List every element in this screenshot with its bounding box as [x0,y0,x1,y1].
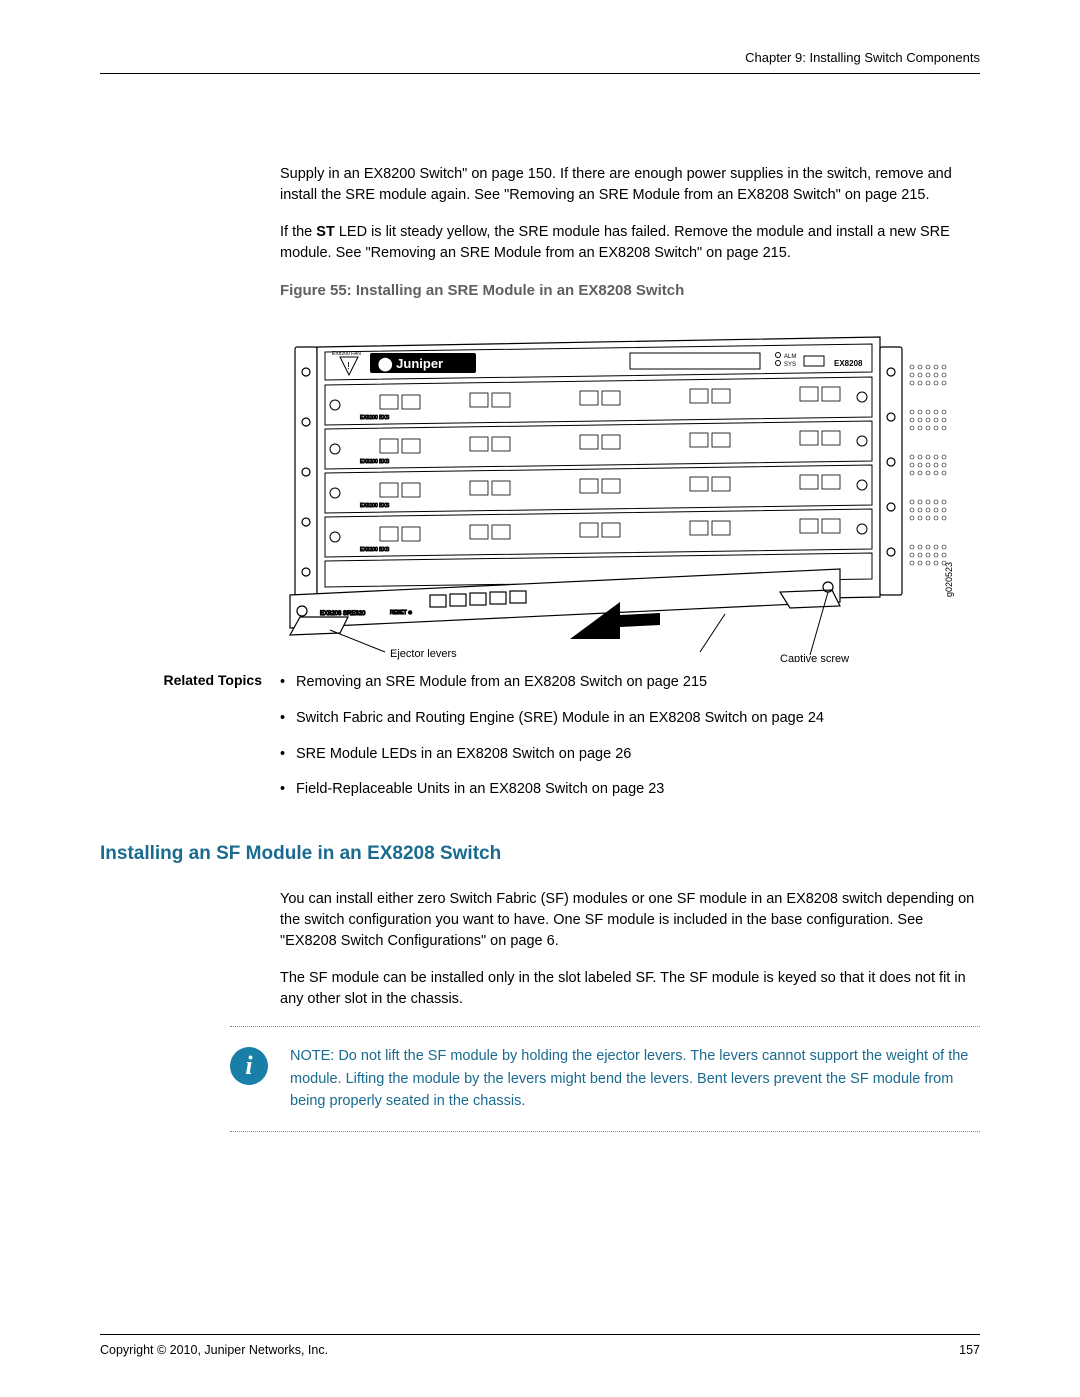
content-column: Supply in an EX8200 Switch" on page 150.… [280,164,980,662]
related-topics-list: Removing an SRE Module from an EX8208 Sw… [280,672,980,815]
chapter-label: Chapter 9: Installing Switch Components [745,50,980,65]
figure-diagram: EX8200 FAN ! ⬤ Juniper ALM SYS EX8208 EX… [280,317,980,662]
copyright: Copyright © 2010, Juniper Networks, Inc. [100,1343,328,1357]
info-icon: i [230,1047,268,1085]
related-topics-label: Related Topics [100,672,280,815]
paragraph: Supply in an EX8200 Switch" on page 150.… [280,164,980,206]
figure-code: g020523 [944,562,954,597]
text: If the [280,224,316,240]
related-item: SRE Module LEDs in an EX8208 Switch on p… [280,744,980,766]
page-header: Chapter 9: Installing Switch Components [100,50,980,74]
led-name: ST [316,224,335,240]
section-body: You can install either zero Switch Fabri… [280,889,980,1010]
svg-text:ALM: ALM [784,354,796,360]
model-label: EX8208 [834,359,863,368]
related-item: Removing an SRE Module from an EX8208 Sw… [280,672,980,694]
paragraph: You can install either zero Switch Fabri… [280,889,980,952]
page-number: 157 [959,1343,980,1357]
text: LED is lit steady yellow, the SRE module… [280,224,950,261]
note-block: i NOTE: Do not lift the SF module by hol… [230,1026,980,1131]
fan-label: EX8200 FAN [332,351,361,357]
figure-caption: Figure 55: Installing an SRE Module in a… [280,282,980,299]
callout-ejector: Ejector levers [390,648,457,660]
paragraph: The SF module can be installed only in t… [280,968,980,1010]
brand-logo: ⬤ Juniper [378,356,443,372]
related-topics: Related Topics Removing an SRE Module fr… [100,672,980,815]
svg-text:EX8200 BXS: EX8200 BXS [360,503,390,509]
document-page: Chapter 9: Installing Switch Components … [0,0,1080,1397]
paragraph: If the ST LED is lit steady yellow, the … [280,222,980,264]
svg-text:EX8200 BXS: EX8200 BXS [360,547,390,553]
related-item: Field-Replaceable Units in an EX8208 Swi… [280,779,980,801]
svg-text:EX8200 BXS: EX8200 BXS [360,459,390,465]
callout-screw: Captive screw [780,653,849,662]
svg-text:EX8200 BXS: EX8200 BXS [360,415,390,421]
svg-text:EX8208 SRE320: EX8208 SRE320 [320,611,366,617]
svg-text:RESET ⊙: RESET ⊙ [390,610,412,616]
note-text: NOTE: Do not lift the SF module by holdi… [290,1045,980,1112]
related-item: Switch Fabric and Routing Engine (SRE) M… [280,708,980,730]
svg-text:!: ! [347,361,350,372]
page-footer: Copyright © 2010, Juniper Networks, Inc.… [100,1334,980,1357]
section-heading: Installing an SF Module in an EX8208 Swi… [100,843,980,865]
svg-text:SYS: SYS [784,362,796,368]
